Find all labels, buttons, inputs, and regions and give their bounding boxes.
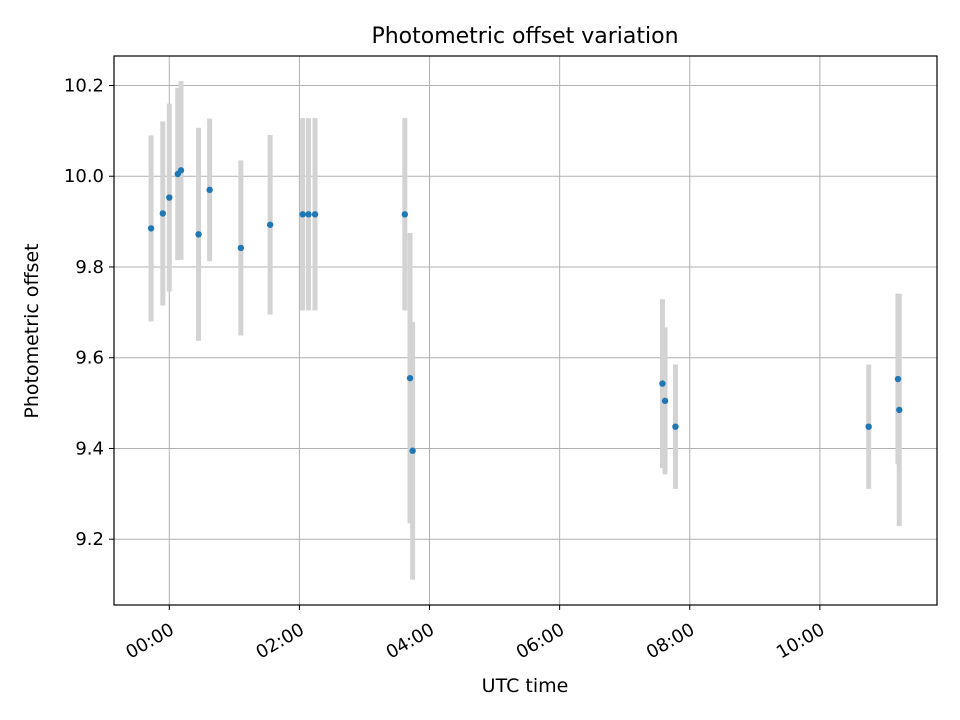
data-point (166, 194, 173, 201)
plot-frame (113, 55, 938, 606)
x-axis-ticks: 00:00 02:00 04:00 06:00 08:00 10:00 (122, 605, 828, 663)
data-point (159, 210, 166, 217)
y-tick-label: 9.6 (75, 348, 104, 369)
y-tick-label: 10.2 (64, 75, 104, 96)
data-point (406, 374, 414, 382)
data-point (865, 423, 872, 430)
x-tick-label: 00:00 (122, 619, 177, 663)
plot-background (114, 56, 937, 605)
x-tick-label: 02:00 (252, 619, 307, 663)
data-point (195, 231, 202, 238)
y-axis-ticks: 9.2 9.4 9.6 9.8 10.0 10.2 (64, 75, 114, 550)
y-tick-label: 10.0 (64, 166, 104, 187)
grid-lines (114, 56, 937, 605)
data-points (147, 167, 903, 454)
data-point (237, 244, 245, 252)
x-tick-label: 06:00 (513, 619, 568, 663)
y-axis-label: Photometric offset (21, 243, 43, 418)
chart-title: Photometric offset variation (371, 24, 678, 49)
data-point (409, 447, 416, 454)
data-point (177, 167, 185, 174)
data-point (305, 211, 312, 218)
data-point (401, 211, 409, 218)
data-point (299, 211, 306, 218)
data-point (659, 380, 666, 387)
data-point (147, 225, 155, 232)
data-point (206, 186, 213, 194)
data-point (661, 397, 669, 405)
y-tick-label: 9.8 (75, 257, 104, 278)
data-point (894, 375, 902, 383)
x-tick-label: 08:00 (643, 619, 698, 663)
x-tick-label: 10:00 (773, 619, 828, 663)
data-point (266, 221, 274, 228)
data-point (896, 406, 903, 414)
data-point (311, 211, 319, 218)
data-point (672, 423, 679, 430)
x-tick-label: 04:00 (383, 619, 438, 663)
y-tick-label: 9.2 (75, 529, 104, 550)
y-tick-label: 9.4 (75, 438, 104, 459)
x-axis-label: UTC time (482, 675, 569, 697)
